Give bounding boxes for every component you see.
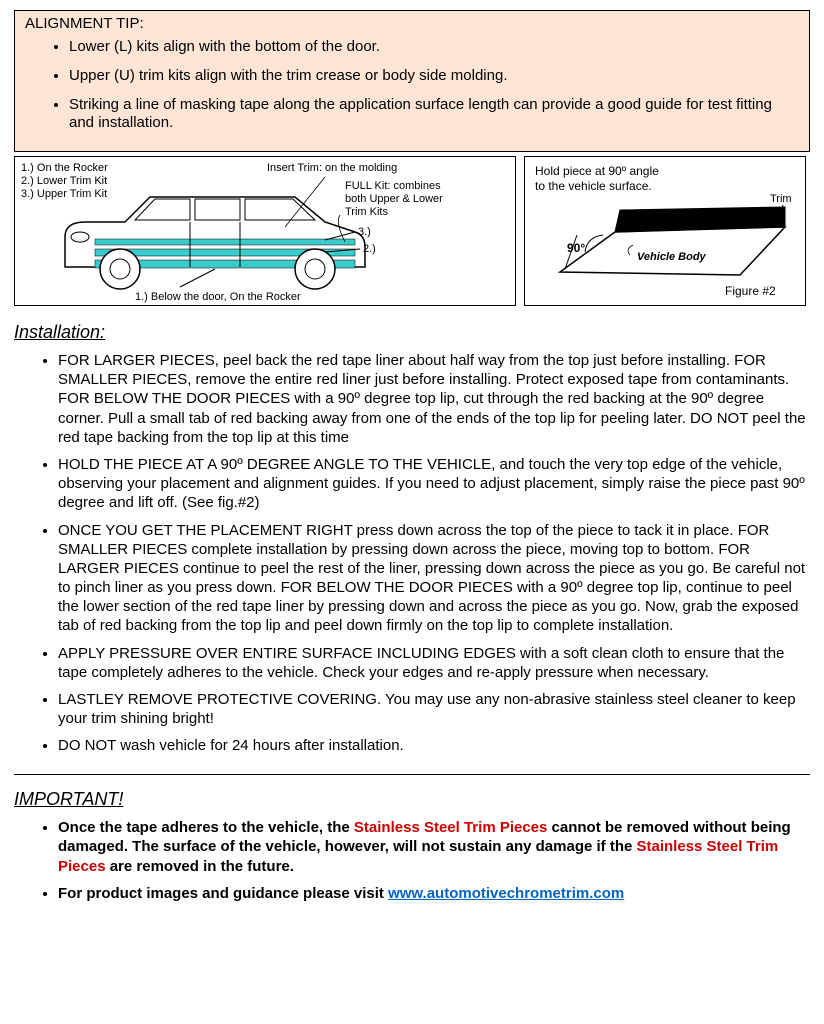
guidance-link[interactable]: www.automotivechrometrim.com xyxy=(388,885,624,902)
diagram-label: 1.) Below the door, On the Rocker xyxy=(135,291,301,303)
diagram-label: Vehicle Body xyxy=(637,251,707,263)
important-red: Stainless Steel Trim Pieces xyxy=(354,819,547,836)
tip-item: Striking a line of masking tape along th… xyxy=(69,96,799,134)
alignment-tip-box: ALIGNMENT TIP: Lower (L) kits align with… xyxy=(14,10,810,152)
diagram-label: Trim Kits xyxy=(345,206,388,218)
diagram-label: to the vehicle surface. xyxy=(535,179,652,193)
tip-list: Lower (L) kits align with the bottom of … xyxy=(25,38,799,133)
important-title: IMPORTANT! xyxy=(14,789,810,810)
important-item: Once the tape adheres to the vehicle, th… xyxy=(58,818,810,877)
important-item: For product images and guidance please v… xyxy=(58,884,810,904)
important-text: For product images and guidance please v… xyxy=(58,885,388,902)
diagram-label: 2.) Lower Trim Kit xyxy=(21,175,107,187)
diagram-label: Trim xyxy=(770,193,792,205)
installation-item: DO NOT wash vehicle for 24 hours after i… xyxy=(58,736,810,755)
tip-item: Upper (U) trim kits align with the trim … xyxy=(69,67,799,86)
callout: 3.) xyxy=(358,226,371,238)
angle-label: 90° xyxy=(567,241,585,255)
installation-title: Installation: xyxy=(14,322,810,343)
trim-stripe xyxy=(95,239,355,245)
diagram-label: FULL Kit: combines xyxy=(345,180,441,192)
important-text: are removed in the future. xyxy=(106,858,294,875)
figure-label: Figure #2 xyxy=(725,284,776,298)
angle-diagram: Hold piece at 90º angle to the vehicle s… xyxy=(524,156,806,306)
tip-title: ALIGNMENT TIP: xyxy=(25,15,799,32)
installation-item: FOR LARGER PIECES, peel back the red tap… xyxy=(58,351,810,447)
important-text: Once the tape adheres to the vehicle, th… xyxy=(58,819,354,836)
installation-item: LASTLEY REMOVE PROTECTIVE COVERING. You … xyxy=(58,690,810,728)
tip-item: Lower (L) kits align with the bottom of … xyxy=(69,38,799,57)
diagram-row: 1.) On the Rocker 2.) Lower Trim Kit 3.)… xyxy=(14,156,810,306)
divider xyxy=(14,774,810,775)
diagram-label: Insert Trim: on the molding xyxy=(267,162,397,174)
diagram-label: 3.) Upper Trim Kit xyxy=(21,188,107,200)
installation-item: HOLD THE PIECE AT A 90º DEGREE ANGLE TO … xyxy=(58,455,810,513)
diagram-label: both Upper & Lower xyxy=(345,193,443,205)
car-diagram: 1.) On the Rocker 2.) Lower Trim Kit 3.)… xyxy=(14,156,516,306)
installation-item: ONCE YOU GET THE PLACEMENT RIGHT press d… xyxy=(58,521,810,636)
callout: 2.) xyxy=(363,243,376,255)
installation-item: APPLY PRESSURE OVER ENTIRE SURFACE INCLU… xyxy=(58,644,810,682)
installation-list: FOR LARGER PIECES, peel back the red tap… xyxy=(14,351,810,756)
trim-piece xyxy=(615,207,785,232)
diagram-label: 1.) On the Rocker xyxy=(21,162,108,174)
diagram-label: Hold piece at 90º angle xyxy=(535,164,659,178)
important-list: Once the tape adheres to the vehicle, th… xyxy=(14,818,810,904)
